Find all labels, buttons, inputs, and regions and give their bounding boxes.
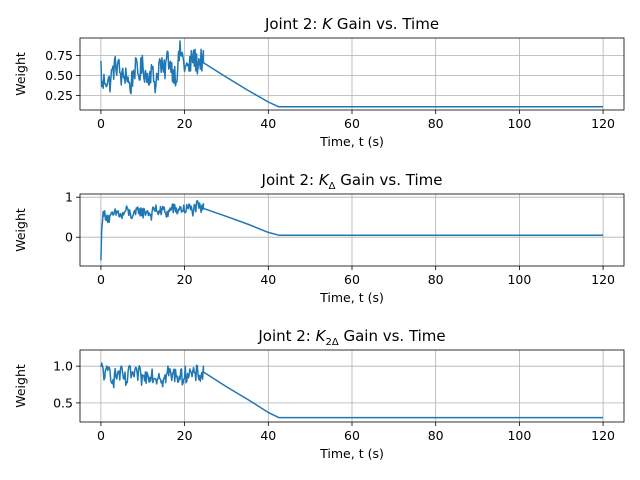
y-tick-label: 0 [65,230,73,245]
title-suffix: Gain vs. Time [332,15,439,33]
x-tick-label: 20 [177,272,193,287]
data-line [100,40,604,108]
x-tick-label: 20 [177,428,193,443]
x-tick-label: 60 [344,116,360,131]
y-tick-label: 0.25 [45,88,73,103]
x-tick-label: 100 [507,272,531,287]
chart-title: Joint 2: K Gain vs. Time [264,15,439,33]
title-suffix: Gain vs. Time [336,171,443,189]
y-tick-label: 0.75 [45,48,73,63]
x-axis-label: Time, t (s) [319,446,384,461]
chart-2: 0 20 40 60 80 100 120 0 1 Time, t (s) Weight Joint … [13,171,625,305]
y-axis-label: Weight [13,52,28,96]
x-tick-label: 0 [97,428,105,443]
chart-title: Joint 2: K2Δ Gain vs. Time [257,327,445,348]
x-axis-label: Time, t (s) [319,134,384,149]
title-prefix: Joint 2: [261,171,319,189]
data-line [100,362,604,419]
y-axis-label: Weight [13,208,28,252]
x-tick-label: 80 [428,116,444,131]
x-tick-label: 60 [344,428,360,443]
x-tick-label: 40 [260,272,276,287]
y-tick-label: 1 [65,190,73,205]
chart-3: 0 20 40 60 80 100 120 0.5 1.0 Time, t (s) Weight Jo… [13,327,625,461]
y-tick-label: 0.5 [53,395,73,410]
data-line [100,199,604,261]
x-tick-label: 120 [591,116,615,131]
x-tick-label: 40 [260,116,276,131]
title-prefix: Joint 2: [257,327,315,345]
x-tick-label: 0 [97,272,105,287]
title-math: K [316,327,327,345]
x-tick-label: 80 [428,428,444,443]
x-tick-label: 120 [591,272,615,287]
chart-title: Joint 2: KΔ Gain vs. Time [261,171,443,192]
title-math: K [319,171,330,189]
x-tick-label: 40 [260,428,276,443]
title-math: K [322,15,333,33]
title-prefix: Joint 2: [264,15,322,33]
y-tick-label: 0.50 [45,68,73,83]
x-axis-label: Time, t (s) [319,290,384,305]
x-tick-label: 100 [507,428,531,443]
title-suffix: Gain vs. Time [339,327,446,345]
x-tick-label: 20 [177,116,193,131]
x-tick-label: 0 [97,116,105,131]
x-tick-label: 60 [344,272,360,287]
y-tick-label: 1.0 [53,359,73,374]
title-subscript: Δ [329,181,336,192]
y-axis-label: Weight [13,364,28,408]
x-tick-label: 120 [591,428,615,443]
chart-1: 0 20 40 60 80 100 120 0.25 0.50 0.75 Time, t (s) We… [13,15,625,149]
title-subscript: 2Δ [325,337,338,348]
x-tick-label: 80 [428,272,444,287]
x-tick-label: 100 [507,116,531,131]
